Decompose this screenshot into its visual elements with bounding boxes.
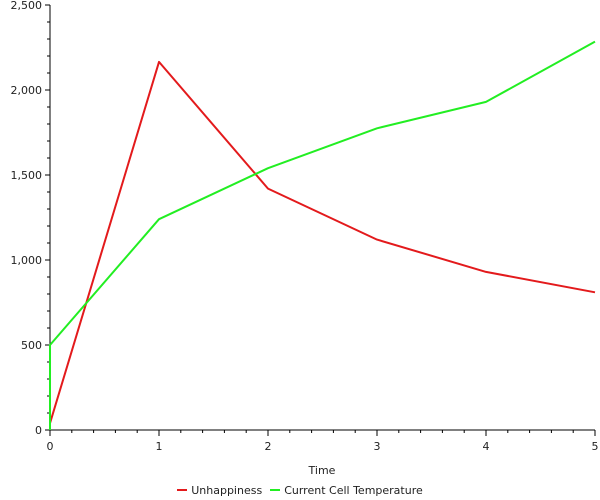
y-tick-label: 0 xyxy=(35,424,42,437)
y-axis: 0 500 1,000 1,500 2,000 2,500 xyxy=(11,0,51,437)
legend: Unhappiness Current Cell Temperature xyxy=(0,482,600,498)
y-tick-label: 500 xyxy=(21,339,42,352)
x-tick-label: 4 xyxy=(483,440,490,453)
series-line-0 xyxy=(49,60,596,424)
y-tick-label: 1,000 xyxy=(11,254,43,267)
legend-item[interactable]: Unhappiness xyxy=(177,484,262,497)
x-tick-label: 0 xyxy=(47,440,54,453)
x-tick-label: 1 xyxy=(156,440,163,453)
series-line-1 xyxy=(49,40,596,430)
legend-swatch xyxy=(177,489,188,491)
y-tick-label: 1,500 xyxy=(11,169,43,182)
x-axis: 0 1 2 3 4 5 xyxy=(47,429,599,453)
legend-item[interactable]: Current Cell Temperature xyxy=(270,484,423,497)
series-layer xyxy=(49,40,596,430)
legend-label: Current Cell Temperature xyxy=(284,483,423,497)
x-axis-label: Time xyxy=(308,464,336,477)
x-tick-label: 5 xyxy=(592,440,599,453)
y-tick-label: 2,500 xyxy=(11,0,43,12)
x-tick-label: 2 xyxy=(265,440,272,453)
y-tick-label: 2,000 xyxy=(11,84,43,97)
x-tick-label: 3 xyxy=(374,440,381,453)
legend-label: Unhappiness xyxy=(191,483,263,497)
legend-swatch xyxy=(270,489,281,491)
